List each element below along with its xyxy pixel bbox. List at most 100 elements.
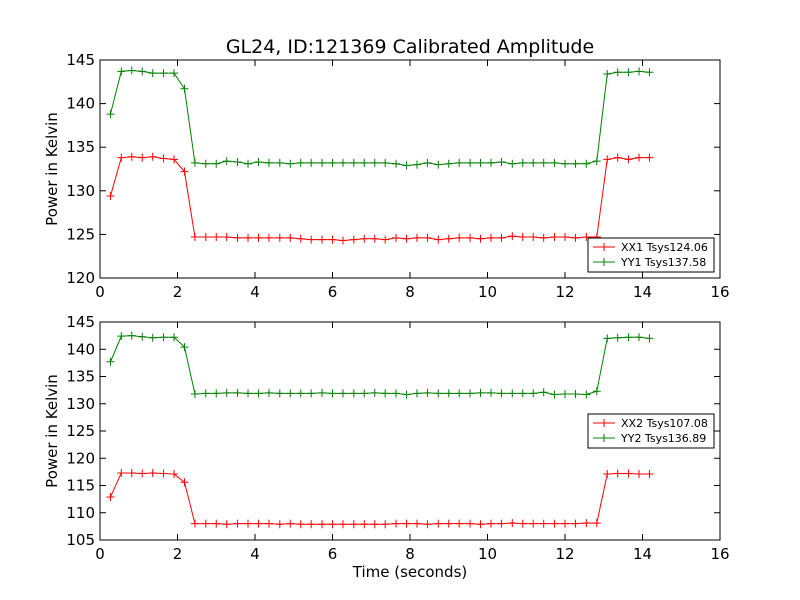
data-point-marker <box>106 110 115 119</box>
x-tick-label: 8 <box>405 283 415 301</box>
data-point-marker <box>286 389 295 398</box>
x-tick-label: 0 <box>95 545 105 563</box>
x-tick-label: 8 <box>405 545 415 563</box>
data-point-marker <box>212 159 221 168</box>
x-tick-label: 2 <box>173 283 183 301</box>
data-point-marker <box>466 519 475 528</box>
data-point-marker <box>201 519 210 528</box>
y-axis-label: Power in Kelvin <box>43 374 61 488</box>
data-point-marker <box>275 158 284 167</box>
y-tick-label: 135 <box>66 368 95 386</box>
x-tick-label: 12 <box>555 283 574 301</box>
data-point-marker <box>370 520 379 529</box>
data-point-marker <box>212 519 221 528</box>
data-point-marker <box>159 333 168 342</box>
data-point-marker <box>307 389 316 398</box>
data-point-marker <box>349 520 358 529</box>
data-point-marker <box>127 66 136 75</box>
data-point-marker <box>613 68 622 77</box>
bottom-panel: 0 2 4 6 8 10 12 14 16 105 110 115 120 125 130 135 140 145… <box>43 313 730 581</box>
legend-label: XX1 Tsys124.06 <box>621 241 708 254</box>
y-tick-label: 120 <box>66 449 95 467</box>
data-point-marker <box>106 192 115 201</box>
data-point-marker <box>117 67 126 76</box>
data-point-marker <box>201 389 210 398</box>
series-line-2 <box>109 335 650 395</box>
series-line-1 <box>109 156 650 242</box>
data-point-marker <box>624 68 633 77</box>
data-point-marker <box>423 388 432 397</box>
legend-box <box>587 413 715 449</box>
data-point-marker <box>455 389 464 398</box>
data-point-marker <box>360 234 369 243</box>
data-point-marker <box>180 478 189 487</box>
data-point-marker <box>212 233 221 242</box>
data-point-marker <box>148 468 157 477</box>
legend-label: YY2 Tsys136.89 <box>620 432 706 445</box>
data-point-marker <box>518 389 527 398</box>
data-point-marker <box>127 152 136 161</box>
data-point-marker <box>476 158 485 167</box>
data-point-marker <box>592 519 601 528</box>
data-point-marker <box>624 333 633 342</box>
data-point-marker <box>138 469 147 478</box>
x-tick-label: 4 <box>250 283 260 301</box>
data-point-marker <box>275 233 284 242</box>
data-point-marker <box>423 233 432 242</box>
data-point-marker <box>539 519 548 528</box>
data-point-marker <box>222 157 231 166</box>
x-tick-label: 4 <box>250 545 260 563</box>
data-point-marker <box>603 334 612 343</box>
data-point-marker <box>349 158 358 167</box>
y-tick-label: 115 <box>66 477 95 495</box>
data-point-marker <box>296 234 305 243</box>
y-tick-label: 110 <box>66 504 95 522</box>
data-point-marker <box>392 519 401 528</box>
data-point-marker <box>645 153 654 162</box>
chart-title: GL24, ID:121369 Calibrated Amplitude <box>226 36 594 58</box>
x-tick-label: 0 <box>95 283 105 301</box>
x-tick-label: 12 <box>555 545 574 563</box>
data-point-marker <box>508 389 517 398</box>
data-point-marker <box>497 233 506 242</box>
data-point-marker <box>466 389 475 398</box>
data-point-marker <box>307 158 316 167</box>
data-point-marker <box>148 152 157 161</box>
data-point-marker <box>138 67 147 76</box>
data-point-marker <box>254 158 263 167</box>
x-tick-label: 6 <box>328 545 338 563</box>
x-axis-label: Time (seconds) <box>352 563 468 581</box>
data-point-marker <box>264 388 273 397</box>
data-point-marker <box>392 159 401 168</box>
data-point-marker <box>190 158 199 167</box>
data-point-marker <box>561 233 569 242</box>
data-point-marker <box>645 334 654 343</box>
data-point-marker <box>381 389 390 398</box>
data-point-marker <box>349 235 358 244</box>
data-point-marker <box>550 390 559 399</box>
x-tick-label: 6 <box>328 283 338 301</box>
data-point-marker <box>508 519 517 528</box>
data-point-marker <box>466 233 475 242</box>
y-tick-label: 140 <box>66 95 95 113</box>
data-point-marker <box>349 389 358 398</box>
data-point-marker <box>444 389 453 398</box>
data-point-marker <box>159 469 168 478</box>
data-point-marker <box>264 158 273 167</box>
legend-marker <box>600 434 608 442</box>
data-point-marker <box>582 519 591 528</box>
data-point-marker <box>434 519 443 528</box>
data-point-marker <box>275 520 284 529</box>
data-point-marker <box>360 158 369 167</box>
data-point-marker <box>190 389 199 398</box>
data-point-marker <box>222 233 231 242</box>
data-point-marker <box>117 153 126 162</box>
legend-marker <box>600 419 608 427</box>
data-point-marker <box>318 235 327 244</box>
data-point-marker <box>455 158 464 167</box>
data-point-marker <box>402 519 411 528</box>
data-point-marker <box>550 158 559 167</box>
x-tick-label: 16 <box>710 283 729 301</box>
data-point-marker <box>603 470 612 479</box>
data-point-marker <box>529 389 538 398</box>
